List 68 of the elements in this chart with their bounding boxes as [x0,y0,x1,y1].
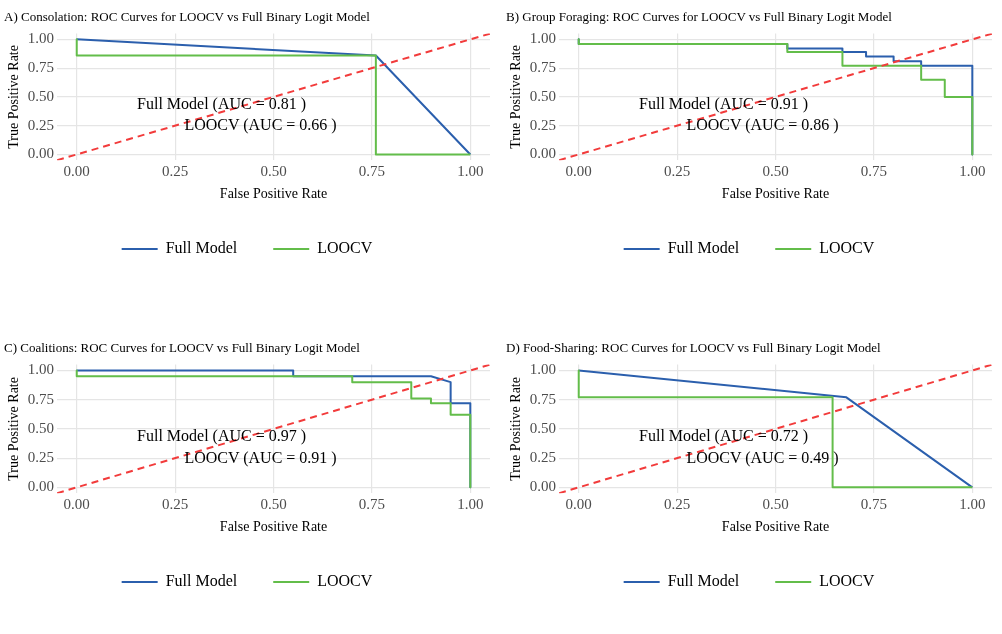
x-tick-label: 0.75 [358,496,386,513]
chart-title: D) Food-Sharing: ROC Curves for LOOCV vs Full Binary Logit Model [506,340,881,356]
x-tick-label: 1.00 [457,496,484,513]
annotation: Full Model (AUC = 0.72 ) [639,426,809,445]
x-tick-label: 0.50 [260,496,287,513]
y-axis-title: True Positive Rate [6,377,22,481]
y-tick-label: 0.25 [529,449,557,466]
x-tick-label: 0.25 [162,496,189,513]
y-tick-label: 0.50 [27,419,55,436]
y-tick-label: 0.25 [529,116,557,133]
y-axis-title: True Positive Rate [508,45,524,149]
x-tick-label: 0.75 [860,163,888,180]
legend-label: LOOCV [819,239,875,257]
y-tick-label: 1.00 [529,361,557,378]
y-tick-label: 0.25 [27,116,55,133]
annotation: LOOCV (AUC = 0.86 ) [686,116,839,135]
y-tick-label: 1.00 [27,361,55,378]
x-tick-label: 0.75 [860,496,888,513]
legend-label: LOOCV [819,572,875,590]
x-tick-label: 0.25 [664,163,691,180]
x-tick-label: 0.00 [565,496,592,513]
y-tick-label: 0.50 [529,419,557,436]
x-tick-label: 0.75 [358,163,386,180]
annotation: Full Model (AUC = 0.81 ) [137,94,307,113]
annotation: LOOCV (AUC = 0.49 ) [686,448,839,467]
x-axis-title: False Positive Rate [721,186,830,202]
y-tick-label: 0.00 [27,478,55,495]
y-tick-label: 0.75 [27,59,55,76]
x-tick-label: 0.00 [63,496,90,513]
y-tick-label: 0.00 [529,478,557,495]
y-tick-label: 0.50 [529,87,557,104]
legend-label: Full Model [667,239,740,257]
x-tick-label: 0.00 [63,163,90,180]
annotation: LOOCV (AUC = 0.66 ) [184,116,337,135]
legend-label: LOOCV [317,572,373,590]
y-axis-title: True Positive Rate [6,45,22,149]
x-axis-title: False Positive Rate [219,186,328,202]
y-tick-label: 0.75 [529,390,557,407]
x-tick-label: 0.25 [664,496,691,513]
y-tick-label: 0.75 [529,59,557,76]
annotation: Full Model (AUC = 0.91 ) [639,94,809,113]
x-tick-label: 0.00 [565,163,592,180]
y-tick-label: 0.00 [27,145,55,162]
chart-title: C) Coalitions: ROC Curves for LOOCV vs Full Binary Logit Model [4,340,361,356]
x-tick-label: 0.25 [162,163,189,180]
x-tick-label: 1.00 [959,496,986,513]
legend-label: Full Model [667,572,740,590]
x-tick-label: 0.50 [762,496,789,513]
legend-label: Full Model [165,572,238,590]
annotation: LOOCV (AUC = 0.91 ) [184,448,337,467]
y-axis-title: True Positive Rate [508,377,524,481]
annotation: Full Model (AUC = 0.97 ) [137,426,307,445]
chart-title: B) Group Foraging: ROC Curves for LOOCV vs Full Binary Logit Model [506,9,893,25]
y-tick-label: 0.75 [27,390,55,407]
y-tick-label: 1.00 [27,30,55,47]
chart-title: A) Consolation: ROC Curves for LOOCV vs Full Binary Logit Model [4,9,371,25]
y-tick-label: 0.25 [27,449,55,466]
x-tick-label: 0.50 [762,163,789,180]
y-tick-label: 1.00 [529,30,557,47]
x-axis-title: False Positive Rate [721,519,830,535]
x-tick-label: 1.00 [959,163,986,180]
legend-label: LOOCV [317,239,373,257]
x-axis-title: False Positive Rate [219,519,328,535]
y-tick-label: 0.00 [529,145,557,162]
x-tick-label: 1.00 [457,163,484,180]
y-tick-label: 0.50 [27,87,55,104]
legend-label: Full Model [165,239,238,257]
x-tick-label: 0.50 [260,163,287,180]
